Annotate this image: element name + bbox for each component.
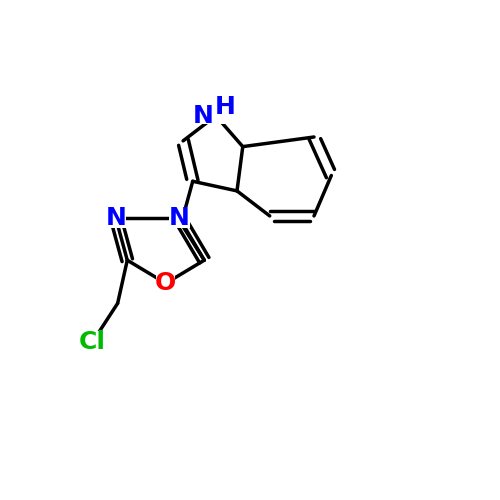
FancyBboxPatch shape [156,272,176,294]
Text: O: O [155,272,176,295]
Text: H: H [215,95,236,119]
Text: Cl: Cl [79,330,106,354]
Text: N: N [106,206,126,230]
Text: N: N [169,206,190,230]
FancyBboxPatch shape [168,208,190,229]
Text: N: N [193,104,214,128]
FancyBboxPatch shape [78,331,107,352]
FancyBboxPatch shape [218,98,233,116]
FancyBboxPatch shape [202,104,230,124]
FancyBboxPatch shape [105,208,126,229]
